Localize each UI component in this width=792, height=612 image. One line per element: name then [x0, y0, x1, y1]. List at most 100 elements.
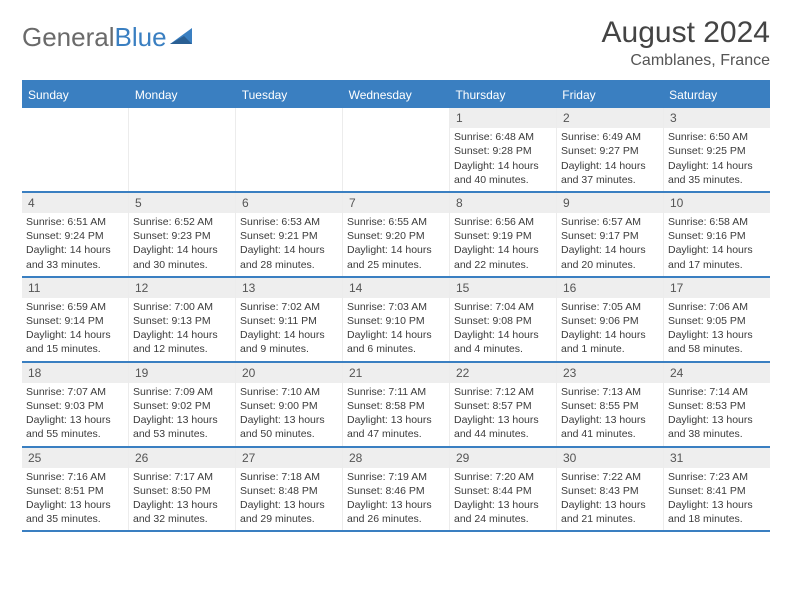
day-cell: 29Sunrise: 7:20 AMSunset: 8:44 PMDayligh…: [450, 448, 557, 531]
day-body: Sunrise: 6:52 AMSunset: 9:23 PMDaylight:…: [129, 213, 235, 276]
brand-part2: Blue: [115, 22, 167, 53]
day-body: Sunrise: 7:22 AMSunset: 8:43 PMDaylight:…: [557, 468, 663, 531]
sunset-text: Sunset: 9:17 PM: [561, 229, 659, 243]
dow-tuesday: Tuesday: [236, 82, 343, 108]
daylight-text: Daylight: 13 hours: [347, 413, 445, 427]
day-cell: 23Sunrise: 7:13 AMSunset: 8:55 PMDayligh…: [557, 363, 664, 446]
day-cell: 30Sunrise: 7:22 AMSunset: 8:43 PMDayligh…: [557, 448, 664, 531]
day-number: 18: [22, 363, 128, 383]
day-number: 7: [343, 193, 449, 213]
sunset-text: Sunset: 8:55 PM: [561, 399, 659, 413]
daylight-text: and 38 minutes.: [668, 427, 766, 441]
day-body: Sunrise: 6:55 AMSunset: 9:20 PMDaylight:…: [343, 213, 449, 276]
brand-part1: General: [22, 22, 115, 53]
day-cell: 27Sunrise: 7:18 AMSunset: 8:48 PMDayligh…: [236, 448, 343, 531]
day-cell: 18Sunrise: 7:07 AMSunset: 9:03 PMDayligh…: [22, 363, 129, 446]
daylight-text: and 24 minutes.: [454, 512, 552, 526]
sunrise-text: Sunrise: 6:48 AM: [454, 130, 552, 144]
sunset-text: Sunset: 8:57 PM: [454, 399, 552, 413]
day-number: 5: [129, 193, 235, 213]
day-number: 8: [450, 193, 556, 213]
sunrise-text: Sunrise: 7:02 AM: [240, 300, 338, 314]
daylight-text: and 47 minutes.: [347, 427, 445, 441]
day-number: 30: [557, 448, 663, 468]
sunset-text: Sunset: 9:20 PM: [347, 229, 445, 243]
day-cell: 17Sunrise: 7:06 AMSunset: 9:05 PMDayligh…: [664, 278, 770, 361]
day-cell: 14Sunrise: 7:03 AMSunset: 9:10 PMDayligh…: [343, 278, 450, 361]
day-cell: 20Sunrise: 7:10 AMSunset: 9:00 PMDayligh…: [236, 363, 343, 446]
daylight-text: and 40 minutes.: [454, 173, 552, 187]
sunset-text: Sunset: 9:00 PM: [240, 399, 338, 413]
sunrise-text: Sunrise: 6:59 AM: [26, 300, 124, 314]
daylight-text: Daylight: 13 hours: [347, 498, 445, 512]
sunrise-text: Sunrise: 7:04 AM: [454, 300, 552, 314]
sunrise-text: Sunrise: 7:09 AM: [133, 385, 231, 399]
daylight-text: Daylight: 14 hours: [668, 159, 766, 173]
day-body: Sunrise: 7:04 AMSunset: 9:08 PMDaylight:…: [450, 298, 556, 361]
dow-saturday: Saturday: [663, 82, 770, 108]
weeks-container: 1Sunrise: 6:48 AMSunset: 9:28 PMDaylight…: [22, 108, 770, 532]
title-block: August 2024 Camblanes, France: [602, 16, 770, 70]
sunset-text: Sunset: 8:50 PM: [133, 484, 231, 498]
day-body: Sunrise: 7:11 AMSunset: 8:58 PMDaylight:…: [343, 383, 449, 446]
day-cell: 7Sunrise: 6:55 AMSunset: 9:20 PMDaylight…: [343, 193, 450, 276]
day-number: 27: [236, 448, 342, 468]
day-body: Sunrise: 6:48 AMSunset: 9:28 PMDaylight:…: [450, 128, 556, 191]
sunset-text: Sunset: 9:21 PM: [240, 229, 338, 243]
sunrise-text: Sunrise: 7:17 AM: [133, 470, 231, 484]
day-body: Sunrise: 6:53 AMSunset: 9:21 PMDaylight:…: [236, 213, 342, 276]
day-body: Sunrise: 7:12 AMSunset: 8:57 PMDaylight:…: [450, 383, 556, 446]
day-number: 9: [557, 193, 663, 213]
day-cell: 1Sunrise: 6:48 AMSunset: 9:28 PMDaylight…: [450, 108, 557, 191]
day-cell: 28Sunrise: 7:19 AMSunset: 8:46 PMDayligh…: [343, 448, 450, 531]
sunset-text: Sunset: 9:14 PM: [26, 314, 124, 328]
daylight-text: Daylight: 14 hours: [454, 243, 552, 257]
sunrise-text: Sunrise: 7:12 AM: [454, 385, 552, 399]
day-number: 15: [450, 278, 556, 298]
day-number: 28: [343, 448, 449, 468]
day-number: 29: [450, 448, 556, 468]
location: Camblanes, France: [602, 52, 770, 70]
daylight-text: and 15 minutes.: [26, 342, 124, 356]
day-cell: 15Sunrise: 7:04 AMSunset: 9:08 PMDayligh…: [450, 278, 557, 361]
daylight-text: and 29 minutes.: [240, 512, 338, 526]
sunrise-text: Sunrise: 7:20 AM: [454, 470, 552, 484]
day-number: 13: [236, 278, 342, 298]
daylight-text: Daylight: 13 hours: [668, 498, 766, 512]
daylight-text: and 35 minutes.: [668, 173, 766, 187]
day-cell: 12Sunrise: 7:00 AMSunset: 9:13 PMDayligh…: [129, 278, 236, 361]
sunrise-text: Sunrise: 7:23 AM: [668, 470, 766, 484]
day-cell: 13Sunrise: 7:02 AMSunset: 9:11 PMDayligh…: [236, 278, 343, 361]
sunrise-text: Sunrise: 6:55 AM: [347, 215, 445, 229]
sunrise-text: Sunrise: 7:16 AM: [26, 470, 124, 484]
daylight-text: and 21 minutes.: [561, 512, 659, 526]
dow-row: SundayMondayTuesdayWednesdayThursdayFrid…: [22, 82, 770, 108]
sunset-text: Sunset: 9:03 PM: [26, 399, 124, 413]
daylight-text: and 22 minutes.: [454, 258, 552, 272]
day-cell: 10Sunrise: 6:58 AMSunset: 9:16 PMDayligh…: [664, 193, 770, 276]
sunrise-text: Sunrise: 7:05 AM: [561, 300, 659, 314]
sunset-text: Sunset: 9:13 PM: [133, 314, 231, 328]
sunrise-text: Sunrise: 7:19 AM: [347, 470, 445, 484]
daylight-text: Daylight: 14 hours: [133, 328, 231, 342]
daylight-text: Daylight: 13 hours: [240, 498, 338, 512]
day-cell: 25Sunrise: 7:16 AMSunset: 8:51 PMDayligh…: [22, 448, 129, 531]
empty-cell: [236, 108, 343, 191]
daylight-text: Daylight: 14 hours: [454, 328, 552, 342]
daylight-text: and 25 minutes.: [347, 258, 445, 272]
daylight-text: Daylight: 14 hours: [561, 159, 659, 173]
dow-wednesday: Wednesday: [343, 82, 450, 108]
daylight-text: Daylight: 14 hours: [240, 243, 338, 257]
day-body: Sunrise: 6:56 AMSunset: 9:19 PMDaylight:…: [450, 213, 556, 276]
sunrise-text: Sunrise: 7:18 AM: [240, 470, 338, 484]
sunset-text: Sunset: 9:27 PM: [561, 144, 659, 158]
day-body: Sunrise: 7:16 AMSunset: 8:51 PMDaylight:…: [22, 468, 128, 531]
sunset-text: Sunset: 9:24 PM: [26, 229, 124, 243]
week-row: 18Sunrise: 7:07 AMSunset: 9:03 PMDayligh…: [22, 363, 770, 448]
day-cell: 24Sunrise: 7:14 AMSunset: 8:53 PMDayligh…: [664, 363, 770, 446]
sunset-text: Sunset: 9:08 PM: [454, 314, 552, 328]
sunrise-text: Sunrise: 6:57 AM: [561, 215, 659, 229]
day-number: 2: [557, 108, 663, 128]
daylight-text: and 50 minutes.: [240, 427, 338, 441]
sunset-text: Sunset: 9:02 PM: [133, 399, 231, 413]
